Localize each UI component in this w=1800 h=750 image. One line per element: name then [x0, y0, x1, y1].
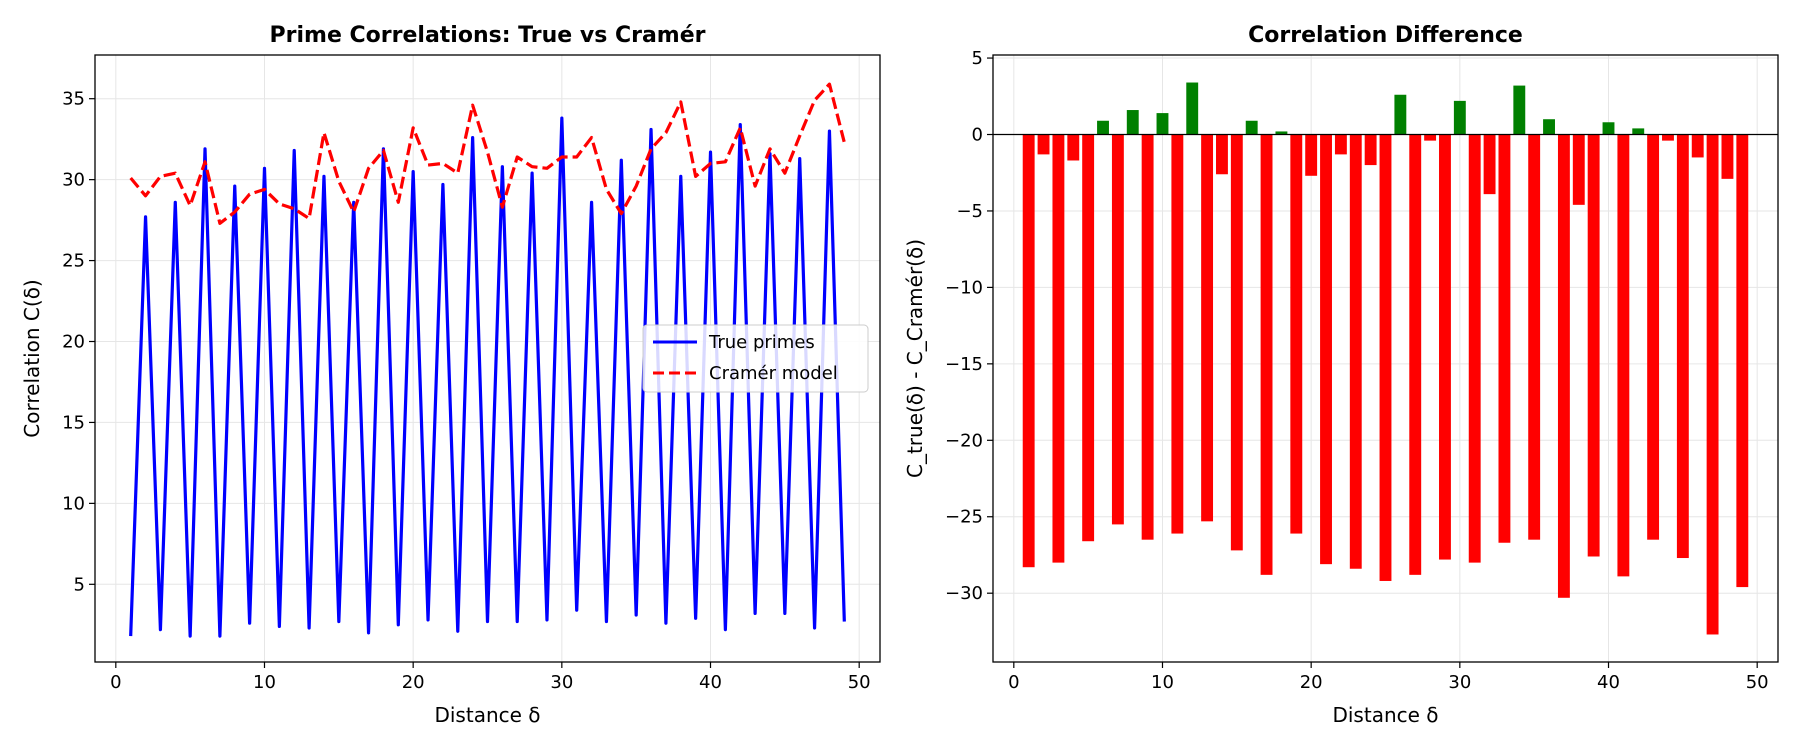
difference-bar — [1632, 128, 1645, 135]
right-x-axis-label: Distance δ — [1332, 703, 1438, 727]
difference-bar — [1216, 134, 1228, 175]
difference-bar — [1587, 134, 1600, 557]
difference-bar — [1082, 134, 1095, 542]
left-y-axis-label: Correlation C(δ) — [20, 279, 44, 437]
difference-bar — [1156, 113, 1169, 135]
right-y-axis-label: C_true(δ) - C_Cramér(δ) — [903, 239, 927, 478]
difference-bar — [1602, 122, 1615, 135]
left-y-tick-label: 20 — [62, 332, 85, 353]
difference-bar — [1230, 134, 1243, 551]
right-x-tick-label: 40 — [1597, 672, 1620, 693]
difference-bar — [1141, 134, 1154, 540]
left-x-tick-label: 50 — [848, 672, 871, 693]
right-y-tick-label: −15 — [945, 354, 983, 375]
left-y-tick-label: 30 — [62, 170, 85, 191]
difference-bar — [1275, 131, 1288, 135]
difference-bar — [1528, 134, 1541, 540]
difference-bar — [1617, 134, 1630, 577]
left-series — [129, 82, 846, 638]
right-x-tick-label: 20 — [1300, 672, 1323, 693]
left-ticks: 0 10 20 30 40 50 5 10 15 20 25 30 35 — [62, 89, 871, 693]
difference-bar — [1379, 134, 1392, 581]
cramer-model-line — [129, 82, 846, 225]
difference-bar — [1052, 134, 1065, 563]
difference-bar — [1320, 134, 1332, 565]
right-chart-title: Correlation Difference — [1248, 23, 1523, 48]
left-y-tick-label: 10 — [62, 493, 85, 514]
difference-bar — [1349, 134, 1362, 569]
difference-bar — [1676, 134, 1689, 559]
difference-bar — [1647, 134, 1660, 540]
right-plot-frame — [992, 54, 1779, 663]
left-x-tick-label: 0 — [110, 672, 121, 693]
legend-label-cramer-model: Cramér model — [709, 363, 838, 384]
difference-bar — [1439, 134, 1451, 560]
right-y-tick-label: −25 — [945, 507, 983, 528]
right-x-tick-label: 50 — [1746, 672, 1769, 693]
left-chart-title: Prime Correlations: True vs Cramér — [270, 23, 706, 48]
right-x-tick-label: 0 — [1008, 672, 1019, 693]
difference-bar — [1305, 134, 1318, 176]
difference-bar — [1736, 134, 1749, 588]
difference-bar — [1201, 134, 1214, 522]
right-bars — [1022, 82, 1749, 635]
difference-bar — [1468, 134, 1481, 563]
difference-bar — [1334, 134, 1347, 155]
left-x-tick-label: 40 — [699, 672, 722, 693]
difference-bar — [1424, 134, 1437, 141]
difference-bar — [1706, 134, 1719, 635]
legend-label-true-primes: True primes — [708, 332, 815, 353]
left-plot-frame — [94, 54, 881, 663]
legend: True primes Cramér model — [642, 324, 869, 393]
difference-bar — [1483, 134, 1496, 195]
difference-bar — [1186, 82, 1199, 135]
left-y-tick-label: 35 — [62, 89, 85, 110]
difference-bar — [1245, 120, 1258, 135]
difference-bar — [1721, 134, 1734, 179]
difference-bar — [1498, 134, 1511, 543]
difference-bar — [1126, 110, 1139, 135]
left-x-tick-label: 10 — [253, 672, 276, 693]
difference-bar — [1364, 134, 1377, 166]
left-y-tick-label: 5 — [74, 574, 85, 595]
right-y-tick-label: −20 — [945, 430, 983, 451]
difference-bar — [1513, 85, 1526, 135]
difference-bar — [1111, 134, 1124, 525]
difference-bar — [1171, 134, 1184, 534]
left-y-tick-label: 15 — [62, 412, 85, 433]
difference-bar — [1543, 119, 1555, 135]
difference-bar — [1557, 134, 1570, 598]
difference-bar — [1260, 134, 1273, 575]
difference-bar — [1394, 94, 1407, 135]
difference-bar — [1067, 134, 1080, 161]
right-y-tick-label: −5 — [956, 201, 983, 222]
left-chart: 0 10 20 30 40 50 5 10 15 20 25 30 35 Prime Correlati… — [20, 23, 881, 727]
left-x-axis-label: Distance δ — [434, 703, 540, 727]
difference-bar — [1691, 134, 1704, 158]
right-x-tick-label: 10 — [1151, 672, 1174, 693]
left-x-tick-label: 30 — [550, 672, 573, 693]
difference-bar — [1662, 134, 1674, 141]
right-y-tick-label: −30 — [945, 583, 983, 604]
right-x-tick-label: 30 — [1448, 672, 1471, 693]
difference-bar — [1037, 134, 1050, 155]
left-y-tick-label: 25 — [62, 251, 85, 272]
difference-bar — [1022, 134, 1035, 568]
right-y-tick-label: 5 — [972, 48, 983, 69]
difference-bar — [1290, 134, 1303, 534]
difference-bar — [1572, 134, 1585, 205]
legend-box — [642, 324, 869, 393]
difference-bar — [1453, 100, 1466, 135]
right-y-tick-label: −10 — [945, 277, 983, 298]
left-x-tick-label: 20 — [402, 672, 425, 693]
difference-bar — [1097, 120, 1109, 135]
right-y-tick-label: 0 — [972, 125, 983, 146]
true-primes-line — [129, 116, 846, 638]
difference-bar — [1409, 134, 1422, 575]
